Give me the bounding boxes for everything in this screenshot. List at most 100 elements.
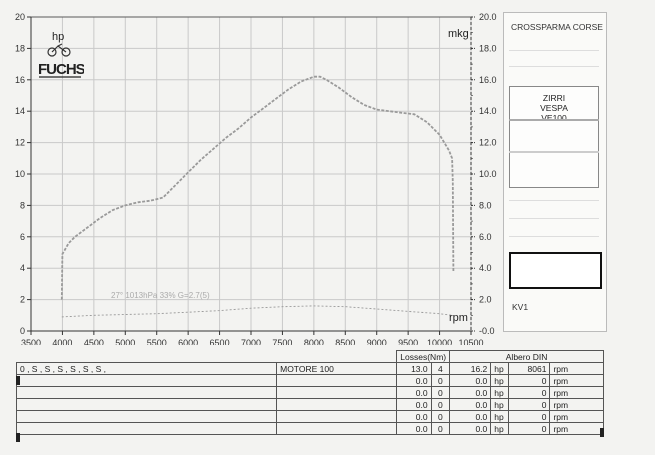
row-n: 4: [430, 362, 451, 375]
y-tick-label-right: 10.0: [479, 169, 497, 179]
row-desc: [15, 398, 278, 411]
unit-label-hp: hp: [52, 31, 64, 43]
row-n: 0: [430, 374, 451, 387]
row-motor: [276, 410, 398, 423]
losses-header: Losses(Nm): [396, 350, 451, 363]
x-tick-label: 4000: [52, 338, 72, 345]
row-loss: 13.0: [396, 362, 432, 375]
team-name: CROSSPARMA CORSE: [511, 22, 603, 32]
row-desc: [15, 422, 278, 435]
table-body: 0 , S , S , S , S , S , S , MOTORE 100 13.…: [15, 362, 604, 435]
table-row: 0 , S , S , S , S , S , S , MOTORE 100 13.…: [15, 362, 604, 375]
x-tick-label: 6000: [178, 338, 198, 345]
x-tick-label: 10500: [458, 338, 483, 345]
motorcycle-icon: [47, 43, 71, 57]
x-tick-label: 3500: [21, 338, 41, 345]
row-hp: 0.0: [449, 422, 492, 435]
x-tick-label: 8000: [304, 338, 324, 345]
legend-swatch: [509, 151, 599, 153]
din-header: Albero DIN: [449, 350, 604, 363]
row-rpm: 0: [508, 386, 551, 399]
row-hp-unit: hp: [490, 422, 510, 435]
x-tick-label: 4500: [84, 338, 104, 345]
y-tick-label-right: 2.0: [479, 295, 492, 305]
y-tick-label-left: 20: [15, 12, 25, 22]
divider: [509, 200, 599, 201]
divider: [509, 66, 599, 67]
axes: [27, 16, 475, 335]
row-rpm-unit: rpm: [549, 398, 604, 411]
fuchs-logo-text: FUCHS: [38, 61, 84, 78]
y-tick-label-right: 12.0: [479, 138, 497, 148]
row-rpm: 0: [508, 410, 551, 423]
y-tick-label-left: 4: [20, 263, 25, 273]
y-tick-label-right: 20.0: [479, 12, 497, 22]
conditions-annotation: 27° 1013hPa 33% G=2.7(5): [111, 291, 210, 300]
row-desc: [15, 410, 278, 423]
table-row: 0.0 0 0.0 hp 0 rpm: [15, 422, 604, 435]
row-desc: [15, 386, 278, 399]
row-hp-unit: hp: [490, 410, 510, 423]
y-tick-label-left: 14: [15, 106, 25, 116]
series-line-1: [60, 75, 455, 300]
row-n: 0: [430, 410, 451, 423]
x-tick-label: 10000: [427, 338, 452, 345]
row-rpm: 0: [508, 422, 551, 435]
table-row: 0.0 0 0.0 hp 0 rpm: [15, 386, 604, 399]
grid: [30, 16, 472, 332]
row-loss: 0.0: [396, 386, 432, 399]
unit-label-rpm: rpm: [449, 312, 468, 324]
dyno-chart: 3500 4000 4500 5000 5500 6000 6500 7000 7500 8000…: [15, 12, 497, 345]
row-hp: 16.2: [449, 362, 492, 375]
row-marker: [16, 433, 20, 442]
table-row: 0.0 0 0.0 hp 0 rpm: [15, 398, 604, 411]
row-hp-unit: hp: [490, 374, 510, 387]
y-tick-label-left: 12: [15, 138, 25, 148]
row-marker: [16, 376, 20, 385]
results-table: Losses(Nm) Albero DIN 0 , S , S , S , S …: [15, 350, 604, 435]
divider: [509, 50, 599, 51]
y-tick-label-right: 18.0: [479, 43, 497, 53]
row-hp: 0.0: [449, 374, 492, 387]
x-tick-label: 9500: [398, 338, 418, 345]
row-hp-unit: hp: [490, 398, 510, 411]
row-n: 0: [430, 398, 451, 411]
kv-box: [509, 252, 602, 289]
row-n: 0: [430, 422, 451, 435]
row-loss: 0.0: [396, 422, 432, 435]
x-tick-label: 9000: [367, 338, 387, 345]
row-rpm-unit: rpm: [549, 374, 604, 387]
x-tick-label: 6500: [210, 338, 230, 345]
y-tick-label-right: 8.0: [479, 200, 492, 210]
legend-swatch: [509, 119, 599, 121]
divider: [509, 236, 599, 237]
row-hp: 0.0: [449, 386, 492, 399]
y-tick-label-right: 6.0: [479, 232, 492, 242]
row-rpm: 0: [508, 374, 551, 387]
row-hp: 0.0: [449, 398, 492, 411]
table-row: 0.0 0 0.0 hp 0 rpm: [15, 374, 604, 387]
row-rpm-unit: rpm: [549, 362, 604, 375]
row-marker: [600, 428, 604, 437]
row-rpm: 0: [508, 398, 551, 411]
y-tick-label-right: 14.0: [479, 106, 497, 116]
row-motor: [276, 374, 398, 387]
row-rpm-unit: rpm: [549, 386, 604, 399]
row-rpm: 8061: [508, 362, 551, 375]
x-tick-label: 7500: [272, 338, 292, 345]
y-tick-label-left: 2: [20, 295, 25, 305]
fuchs-logo: FUCHS: [38, 43, 84, 78]
unit-label-mkg: mkg: [448, 28, 469, 40]
legend-line-2: VESPA: [540, 103, 568, 113]
table-header-row: Losses(Nm) Albero DIN: [17, 350, 604, 363]
y-tick-label-left: 8: [20, 200, 25, 210]
row-motor: [276, 386, 398, 399]
legend-box: ZIRRI VESPA VE100: [509, 86, 599, 188]
y-tick-label-right: 4.0: [479, 263, 492, 273]
y-tick-label-left: 16: [15, 75, 25, 85]
series: [60, 75, 455, 318]
row-rpm-unit: rpm: [549, 410, 604, 423]
row-rpm-unit: rpm: [549, 422, 604, 435]
x-tick-label: 7000: [241, 338, 261, 345]
